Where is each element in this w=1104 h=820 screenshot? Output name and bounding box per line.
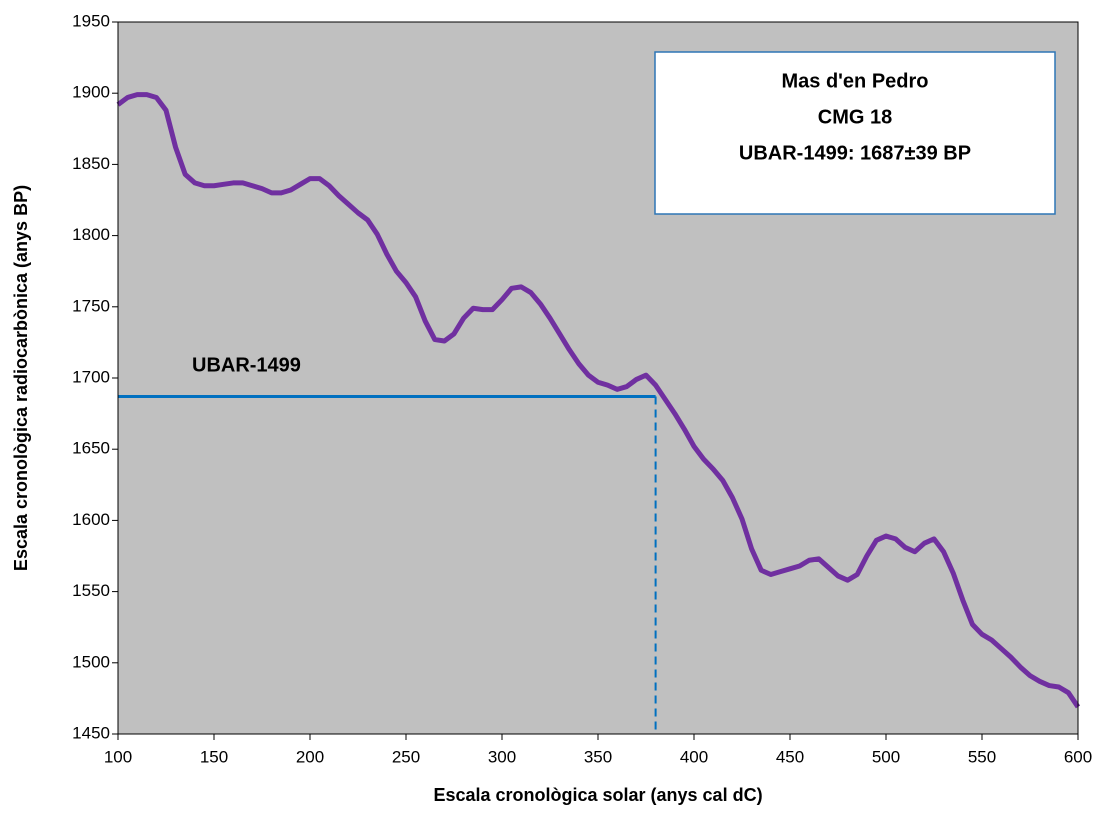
y-tick-label: 1800 bbox=[72, 225, 110, 244]
annotation-line: Mas d'en Pedro bbox=[781, 70, 928, 92]
annotation-line: CMG 18 bbox=[818, 106, 892, 128]
annotation-box bbox=[654, 51, 1056, 215]
x-tick-label: 350 bbox=[584, 747, 612, 766]
y-tick-label: 1850 bbox=[72, 154, 110, 173]
y-tick-label: 1700 bbox=[72, 367, 110, 386]
x-tick-label: 150 bbox=[200, 747, 228, 766]
y-tick-label: 1750 bbox=[72, 296, 110, 315]
y-tick-label: 1900 bbox=[72, 83, 110, 102]
x-tick-label: 400 bbox=[680, 747, 708, 766]
plot-border bbox=[117, 21, 1079, 735]
x-tick-label: 550 bbox=[968, 747, 996, 766]
annotation-line: UBAR-1499: 1687±39 BP bbox=[739, 142, 971, 164]
y-tick-label: 1650 bbox=[72, 439, 110, 458]
x-tick-label: 250 bbox=[392, 747, 420, 766]
reference-label: UBAR-1499 bbox=[192, 354, 301, 376]
y-axis-title: Escala cronològica radiocarbònica (anys … bbox=[11, 185, 31, 571]
x-tick-label: 500 bbox=[872, 747, 900, 766]
x-tick-label: 100 bbox=[104, 747, 132, 766]
data-line bbox=[116, 92, 1081, 709]
y-tick-label: 1950 bbox=[72, 11, 110, 30]
y-tick-label: 1500 bbox=[72, 652, 110, 671]
x-axis-title: Escala cronològica solar (anys cal dC) bbox=[433, 785, 762, 805]
y-tick-label: 1550 bbox=[72, 581, 110, 600]
x-tick-label: 450 bbox=[776, 747, 804, 766]
x-tick-label: 600 bbox=[1064, 747, 1092, 766]
y-tick-label: 1600 bbox=[72, 510, 110, 529]
x-tick-label: 300 bbox=[488, 747, 516, 766]
y-tick-label: 1450 bbox=[72, 723, 110, 742]
x-tick-label: 200 bbox=[296, 747, 324, 766]
